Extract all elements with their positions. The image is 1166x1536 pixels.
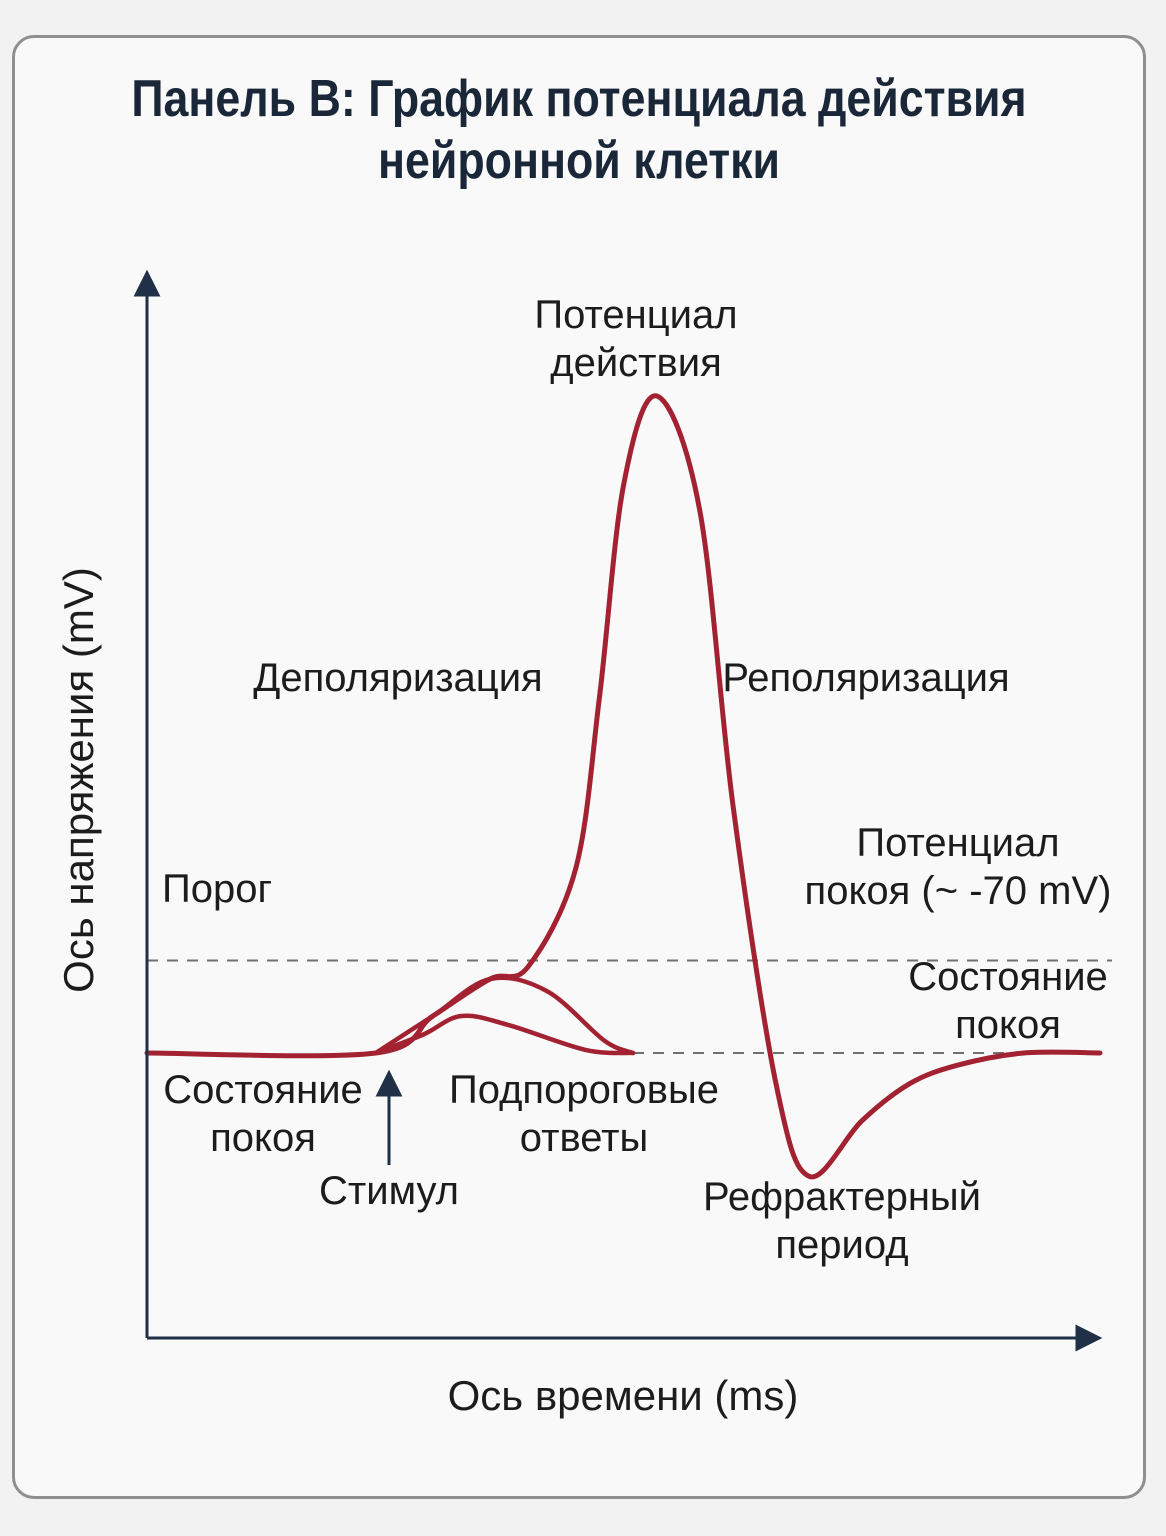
stimulus-label: Стимул: [319, 1169, 459, 1213]
x-axis-label: Ось времени (ms): [448, 1372, 799, 1419]
repolarization-label: Реполяризация: [722, 656, 1009, 700]
threshold-label: Порог: [162, 867, 272, 911]
peak-label: Потенциал действия: [534, 293, 737, 385]
action-potential-curve: [144, 393, 1103, 1180]
subthreshold-label-line-2: ответы: [520, 1116, 648, 1160]
x-axis-label-line-1: Ось времени (ms): [448, 1372, 799, 1419]
rest-state-right-label: Состояние покоя: [908, 955, 1108, 1047]
chart-title-line-1: Панель B: График потенциала действия: [131, 70, 1027, 128]
y-axis-label-line-1: Ось напряжения (mV): [55, 567, 102, 993]
axes: [133, 269, 1103, 1352]
subthreshold-label: Подпороговые ответы: [449, 1068, 719, 1160]
peak-label-line-1: Потенциал: [534, 293, 737, 337]
subthreshold-label-line-1: Подпороговые: [449, 1068, 719, 1112]
rest-state-left-label: Состояние покоя: [163, 1068, 363, 1160]
subthreshold-response-2-curve: [373, 1013, 636, 1056]
refractory-label-line-2: период: [775, 1223, 908, 1267]
resting-potential-label: Потенциал покоя (~ -70 mV): [805, 821, 1112, 913]
depolarization-label-line-1: Деполяризация: [253, 656, 542, 700]
peak-label-line-2: действия: [550, 341, 722, 385]
rest-state-left-label-line-2: покоя: [210, 1116, 316, 1160]
rest-state-left-label-line-1: Состояние: [163, 1068, 363, 1112]
curves: [144, 393, 1103, 1180]
y-axis-label: Ось напряжения (mV): [55, 567, 102, 993]
depolarization-label: Деполяризация: [253, 656, 542, 700]
resting-potential-label-line-1: Потенциал: [856, 821, 1059, 865]
refractory-label: Рефрактерный период: [703, 1175, 981, 1267]
stimulus-label-line-1: Стимул: [319, 1169, 459, 1213]
refractory-label-line-1: Рефрактерный: [703, 1175, 981, 1219]
resting-potential-label-line-2: покоя (~ -70 mV): [805, 869, 1112, 913]
chart-title: Панель B: График потенциала действия ней…: [91, 68, 1066, 192]
rest-state-right-label-line-2: покоя: [955, 1003, 1061, 1047]
chart-title-line-2: нейронной клетки: [377, 132, 781, 190]
repolarization-label-line-1: Реполяризация: [722, 656, 1009, 700]
rest-state-right-label-line-1: Состояние: [908, 955, 1108, 999]
threshold-label-line-1: Порог: [162, 867, 272, 911]
subthreshold-response-1-curve: [373, 975, 636, 1056]
panel: [12, 35, 1146, 1499]
